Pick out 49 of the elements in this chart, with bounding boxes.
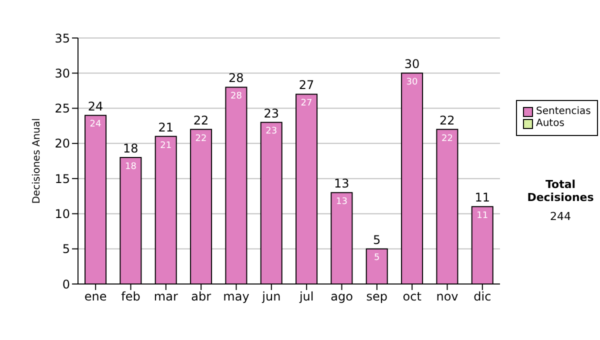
y-tick-label: 25 bbox=[54, 102, 70, 116]
legend-label: Sentencias bbox=[536, 106, 591, 118]
x-tick-label: nov bbox=[436, 290, 458, 304]
y-tick-label: 10 bbox=[54, 206, 70, 221]
y-axis-title: Decisiones Anual bbox=[32, 118, 43, 204]
x-tick-label: abr bbox=[191, 290, 212, 304]
text: Total Decisiones bbox=[526, 178, 595, 204]
x-tick-label: feb bbox=[121, 290, 140, 304]
data-label: 30 bbox=[406, 78, 418, 88]
y-tick-label: 20 bbox=[54, 136, 70, 151]
data-label: 22 bbox=[441, 134, 453, 144]
y-tick-label: 0 bbox=[62, 277, 70, 292]
x-tick-label: dic bbox=[474, 290, 492, 304]
total-label: 24 bbox=[88, 99, 104, 114]
x-tick-label: ene bbox=[84, 290, 107, 304]
text: 244 bbox=[549, 210, 572, 223]
total-label: 22 bbox=[440, 113, 455, 128]
x-tick-label: may bbox=[223, 290, 250, 304]
total-label: 28 bbox=[228, 71, 244, 86]
y-tick-label: 35 bbox=[54, 31, 70, 46]
data-label: 21 bbox=[160, 140, 172, 151]
data-label: 11 bbox=[476, 211, 488, 222]
x-tick-label: jun bbox=[261, 290, 281, 304]
total-label: 22 bbox=[193, 113, 209, 128]
data-label: 13 bbox=[336, 197, 348, 208]
data-label: 22 bbox=[195, 134, 207, 144]
total-label: 11 bbox=[474, 190, 490, 205]
data-label: 23 bbox=[266, 126, 278, 137]
legend-label: Autos bbox=[536, 118, 564, 130]
total-label: 21 bbox=[158, 120, 174, 134]
x-tick-label: sep bbox=[366, 290, 388, 304]
y-tick-label: 15 bbox=[54, 172, 70, 186]
x-tick-label: oct bbox=[402, 290, 422, 304]
data-label: 5 bbox=[374, 253, 380, 264]
total-label: 18 bbox=[123, 141, 138, 156]
total-label: 30 bbox=[404, 57, 420, 72]
data-label: 27 bbox=[300, 98, 312, 109]
x-tick-label: jul bbox=[298, 290, 314, 304]
total-label: 23 bbox=[264, 106, 280, 120]
y-tick-label: 30 bbox=[54, 66, 70, 80]
data-label: 28 bbox=[230, 92, 242, 102]
x-tick-label: ago bbox=[330, 290, 353, 304]
y-tick-label: 5 bbox=[62, 242, 70, 256]
total-label: 27 bbox=[298, 78, 314, 92]
total-label: 13 bbox=[334, 176, 350, 191]
x-tick-label: mar bbox=[154, 290, 178, 304]
data-label: 24 bbox=[90, 120, 102, 130]
total-label: 5 bbox=[373, 232, 381, 247]
data-label: 18 bbox=[124, 162, 137, 172]
